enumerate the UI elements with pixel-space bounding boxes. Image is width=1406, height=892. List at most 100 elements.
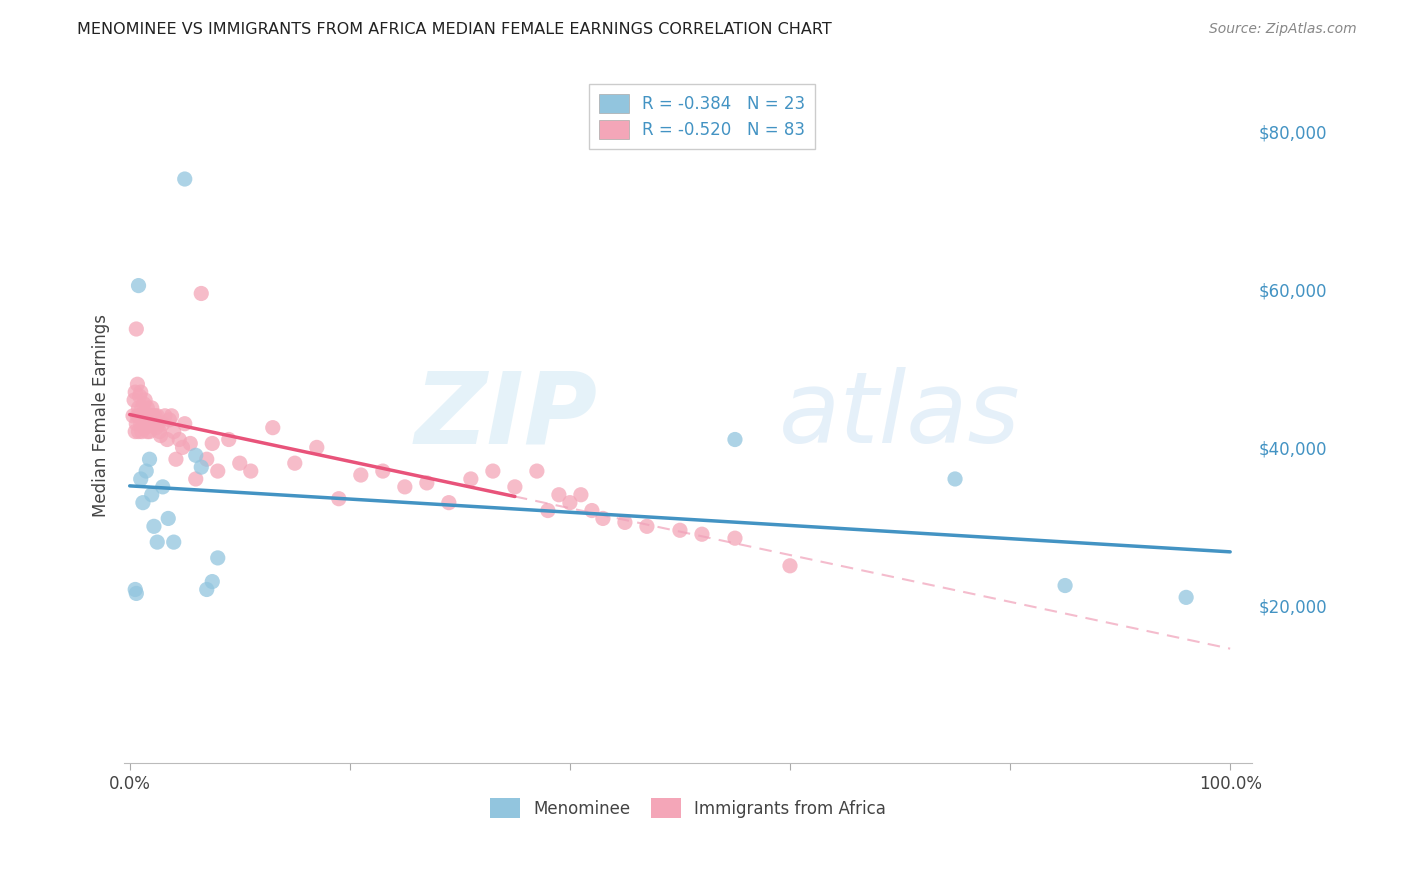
Point [779, 558, 801, 573]
Point [195, 582, 218, 597]
Point [148, 425, 170, 439]
Point [305, 441, 328, 455]
Point [581, 503, 603, 517]
Point [636, 519, 658, 533]
Point [131, 425, 153, 439]
Point [153, 409, 176, 423]
Point [134, 420, 156, 434]
Point [165, 452, 187, 467]
Point [141, 488, 163, 502]
Point [129, 385, 152, 400]
Point [124, 582, 146, 597]
Point [138, 452, 160, 467]
Point [160, 409, 183, 423]
Point [537, 503, 560, 517]
Point [128, 401, 150, 415]
Point [229, 456, 252, 470]
Point [569, 488, 592, 502]
Point [503, 480, 526, 494]
Point [184, 448, 207, 462]
Point [207, 550, 229, 565]
Point [157, 413, 180, 427]
Point [129, 417, 152, 431]
Point [1175, 591, 1198, 605]
Point [136, 425, 159, 439]
Point [132, 409, 155, 423]
Point [416, 475, 439, 490]
Point [157, 511, 180, 525]
Point [149, 428, 172, 442]
Point [163, 535, 186, 549]
Point [201, 574, 224, 589]
Point [548, 488, 571, 502]
Point [1054, 578, 1077, 592]
Point [179, 436, 201, 450]
Point [134, 392, 156, 407]
Point [141, 401, 163, 415]
Point [195, 452, 218, 467]
Point [125, 586, 148, 600]
Point [558, 496, 581, 510]
Point [135, 464, 157, 478]
Point [724, 433, 747, 447]
Point [142, 409, 165, 423]
Point [143, 409, 166, 423]
Point [239, 464, 262, 478]
Point [394, 480, 416, 494]
Point [690, 527, 713, 541]
Point [163, 425, 186, 439]
Point [173, 417, 195, 431]
Text: atlas: atlas [779, 368, 1019, 465]
Point [146, 409, 169, 423]
Point [127, 409, 149, 423]
Point [145, 420, 167, 434]
Point [142, 519, 165, 533]
Point [128, 409, 150, 423]
Point [128, 425, 150, 439]
Point [460, 472, 482, 486]
Point [125, 322, 148, 336]
Point [218, 433, 240, 447]
Point [142, 417, 165, 431]
Point [152, 480, 174, 494]
Point [128, 278, 150, 293]
Text: ZIP: ZIP [415, 368, 598, 465]
Point [139, 409, 162, 423]
Point [129, 472, 152, 486]
Point [613, 516, 636, 530]
Point [136, 401, 159, 415]
Point [592, 511, 614, 525]
Point [152, 417, 174, 431]
Point [132, 417, 155, 431]
Point [284, 456, 307, 470]
Point [190, 286, 212, 301]
Point [132, 417, 155, 431]
Point [138, 413, 160, 427]
Point [184, 472, 207, 486]
Point [138, 409, 160, 423]
Legend: Menominee, Immigrants from Africa: Menominee, Immigrants from Africa [484, 792, 893, 824]
Point [132, 397, 155, 411]
Point [125, 417, 148, 431]
Point [124, 385, 146, 400]
Point [350, 468, 373, 483]
Point [207, 464, 229, 478]
Point [371, 464, 394, 478]
Point [437, 496, 460, 510]
Point [146, 535, 169, 549]
Point [669, 523, 692, 537]
Point [943, 472, 966, 486]
Point [328, 491, 350, 506]
Point [135, 409, 157, 423]
Point [167, 433, 190, 447]
Text: Source: ZipAtlas.com: Source: ZipAtlas.com [1209, 22, 1357, 37]
Y-axis label: Median Female Earnings: Median Female Earnings [93, 314, 110, 517]
Point [132, 496, 155, 510]
Point [131, 401, 153, 415]
Point [128, 389, 150, 403]
Point [262, 420, 284, 434]
Point [173, 172, 195, 186]
Point [482, 464, 505, 478]
Point [135, 417, 157, 431]
Point [156, 433, 179, 447]
